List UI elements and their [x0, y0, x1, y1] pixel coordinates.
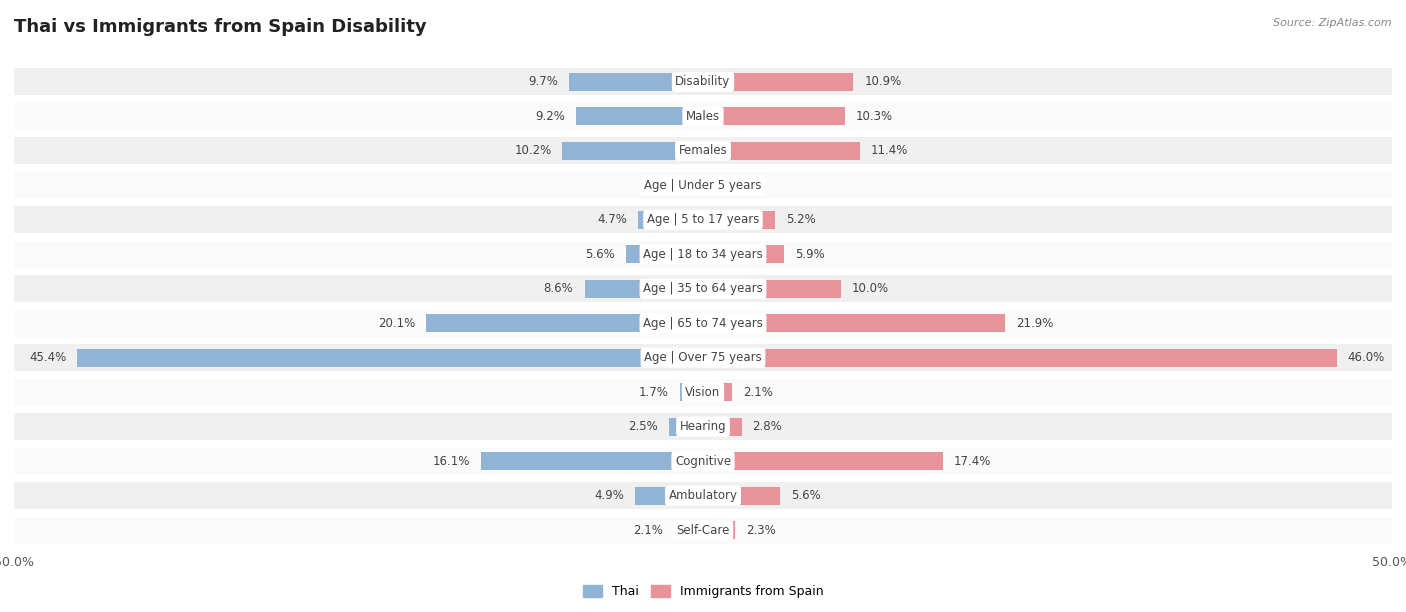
Bar — [669, 418, 703, 436]
Text: Age | Under 5 years: Age | Under 5 years — [644, 179, 762, 192]
Text: 4.9%: 4.9% — [595, 489, 624, 502]
Bar — [77, 349, 703, 367]
Text: 45.4%: 45.4% — [30, 351, 66, 364]
Text: 2.1%: 2.1% — [742, 386, 773, 398]
Bar — [703, 383, 733, 401]
Text: Age | 18 to 34 years: Age | 18 to 34 years — [643, 248, 763, 261]
Text: 10.0%: 10.0% — [852, 282, 889, 295]
Bar — [703, 418, 741, 436]
Legend: Thai, Immigrants from Spain: Thai, Immigrants from Spain — [578, 580, 828, 603]
Bar — [626, 245, 703, 263]
Bar — [688, 176, 703, 194]
Text: 2.1%: 2.1% — [633, 524, 664, 537]
Text: 10.2%: 10.2% — [515, 144, 551, 157]
Text: 5.9%: 5.9% — [796, 248, 825, 261]
Text: 2.3%: 2.3% — [745, 524, 776, 537]
Text: 2.8%: 2.8% — [752, 420, 782, 433]
Text: 10.3%: 10.3% — [856, 110, 893, 123]
Bar — [679, 383, 703, 401]
Bar — [481, 452, 703, 470]
Bar — [703, 452, 943, 470]
Text: 1.1%: 1.1% — [647, 179, 676, 192]
Bar — [14, 310, 1392, 337]
Text: Thai vs Immigrants from Spain Disability: Thai vs Immigrants from Spain Disability — [14, 18, 426, 36]
Bar — [703, 315, 1005, 332]
Bar — [636, 487, 703, 505]
Text: 46.0%: 46.0% — [1348, 351, 1385, 364]
Text: 1.7%: 1.7% — [638, 386, 669, 398]
Bar — [14, 69, 1392, 95]
Bar — [703, 521, 735, 539]
Text: 4.7%: 4.7% — [598, 214, 627, 226]
Text: Hearing: Hearing — [679, 420, 727, 433]
Bar — [14, 172, 1392, 199]
Bar — [14, 275, 1392, 302]
Bar — [703, 107, 845, 125]
Bar — [14, 206, 1392, 233]
Text: Age | 35 to 64 years: Age | 35 to 64 years — [643, 282, 763, 295]
Bar — [703, 487, 780, 505]
Text: 9.2%: 9.2% — [536, 110, 565, 123]
Bar — [14, 517, 1392, 543]
Text: 1.2%: 1.2% — [731, 179, 761, 192]
Bar — [703, 280, 841, 297]
Text: 11.4%: 11.4% — [872, 144, 908, 157]
Text: 9.7%: 9.7% — [529, 75, 558, 88]
Text: 8.6%: 8.6% — [544, 282, 574, 295]
Text: Females: Females — [679, 144, 727, 157]
Bar — [703, 142, 860, 160]
Text: Age | Over 75 years: Age | Over 75 years — [644, 351, 762, 364]
Text: 20.1%: 20.1% — [378, 317, 415, 330]
Text: 2.5%: 2.5% — [628, 420, 658, 433]
Bar — [703, 73, 853, 91]
Bar — [638, 211, 703, 229]
Bar — [673, 521, 703, 539]
Text: Age | 65 to 74 years: Age | 65 to 74 years — [643, 317, 763, 330]
Text: Disability: Disability — [675, 75, 731, 88]
Bar — [14, 482, 1392, 509]
Text: 16.1%: 16.1% — [433, 455, 470, 468]
Bar — [703, 245, 785, 263]
Bar — [569, 73, 703, 91]
Bar — [703, 176, 720, 194]
Text: Males: Males — [686, 110, 720, 123]
Bar — [14, 241, 1392, 267]
Bar — [14, 379, 1392, 406]
Text: 17.4%: 17.4% — [953, 455, 991, 468]
Bar — [14, 345, 1392, 371]
Text: Ambulatory: Ambulatory — [668, 489, 738, 502]
Bar — [576, 107, 703, 125]
Text: Age | 5 to 17 years: Age | 5 to 17 years — [647, 214, 759, 226]
Text: 5.2%: 5.2% — [786, 214, 815, 226]
Text: Cognitive: Cognitive — [675, 455, 731, 468]
Text: 5.6%: 5.6% — [585, 248, 614, 261]
Text: 10.9%: 10.9% — [865, 75, 901, 88]
Text: 21.9%: 21.9% — [1015, 317, 1053, 330]
Bar — [14, 448, 1392, 474]
Text: 5.6%: 5.6% — [792, 489, 821, 502]
Bar — [14, 103, 1392, 130]
Text: Source: ZipAtlas.com: Source: ZipAtlas.com — [1274, 18, 1392, 28]
Bar — [703, 211, 775, 229]
Bar — [14, 138, 1392, 164]
Bar — [562, 142, 703, 160]
Bar — [426, 315, 703, 332]
Bar — [14, 413, 1392, 440]
Bar — [703, 349, 1337, 367]
Text: Self-Care: Self-Care — [676, 524, 730, 537]
Bar — [585, 280, 703, 297]
Text: Vision: Vision — [685, 386, 721, 398]
